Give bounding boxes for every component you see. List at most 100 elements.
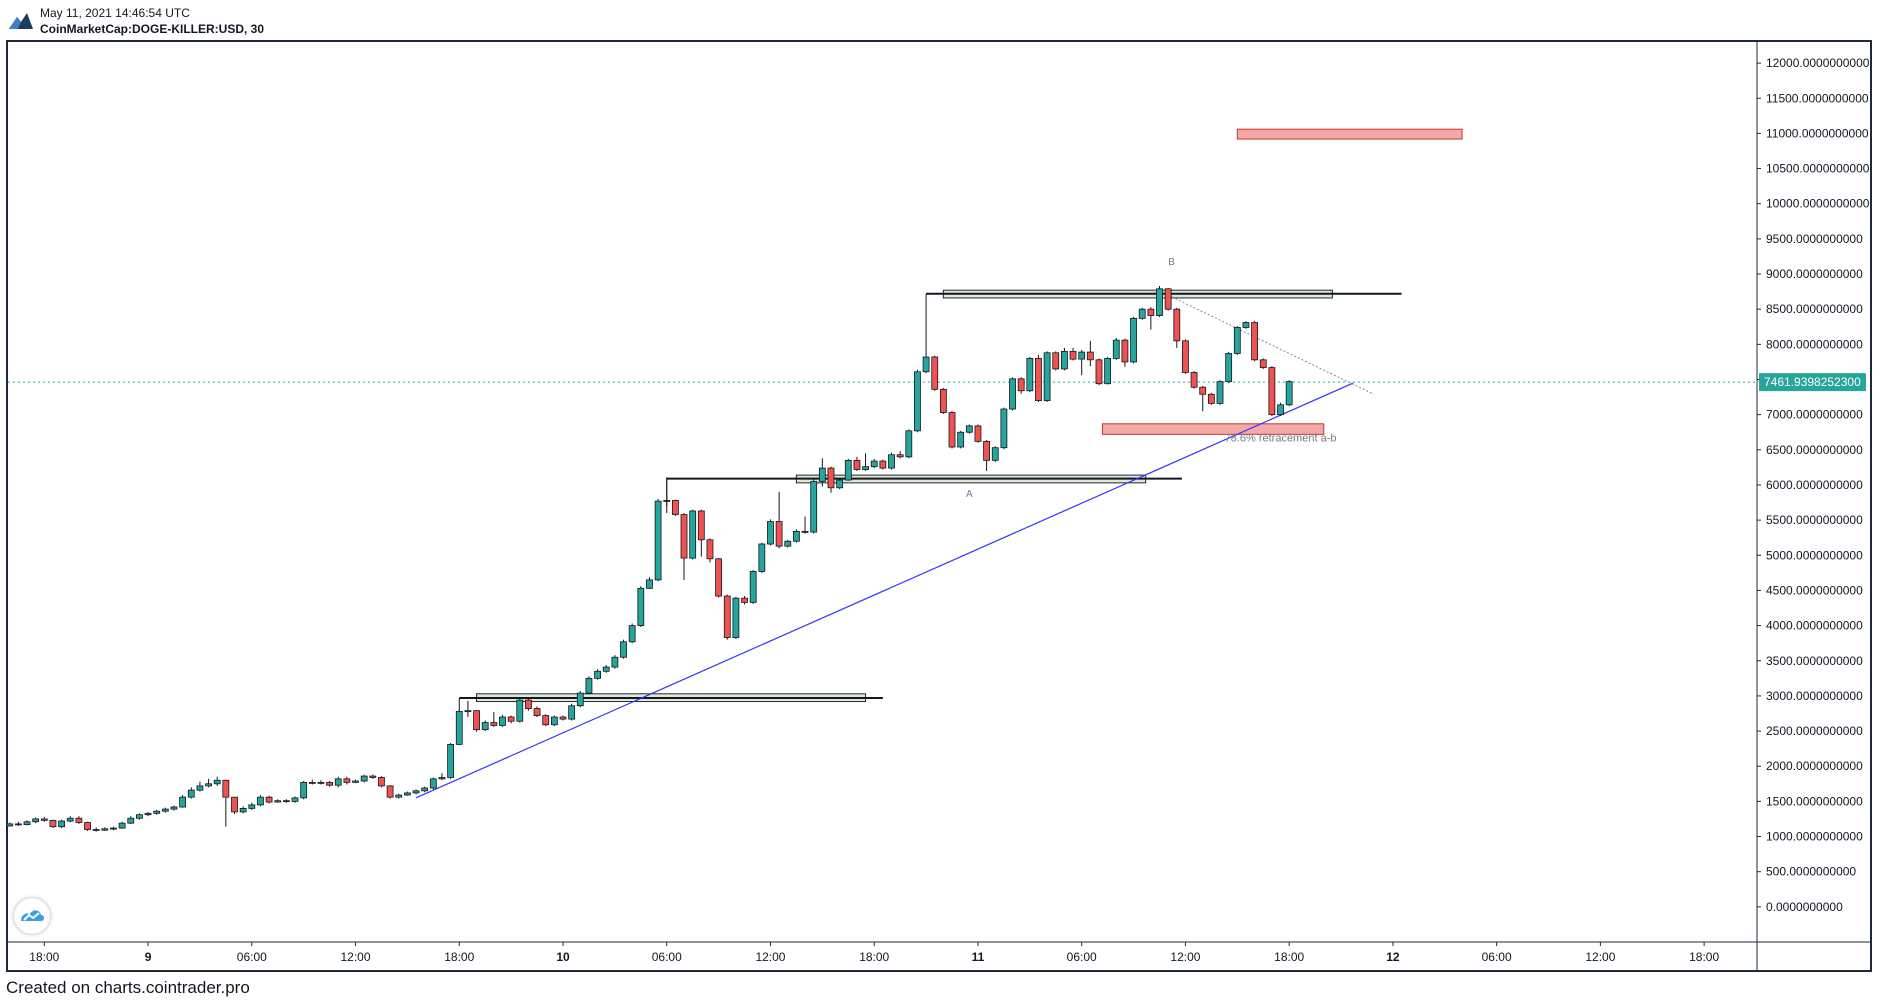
candle: [1000, 408, 1008, 449]
candle: [594, 670, 601, 679]
candle: [127, 817, 135, 824]
candle: [1043, 352, 1051, 401]
candle: [490, 722, 498, 726]
candle: [282, 800, 290, 803]
candle: [741, 597, 748, 603]
price-tick-label: 11000.0000000000: [1766, 126, 1869, 140]
target-zone: [1101, 423, 1325, 435]
candle: [101, 828, 109, 831]
time-tick-label: 11: [972, 950, 985, 964]
candle: [1156, 288, 1163, 316]
candle: [939, 388, 947, 413]
candle: [602, 666, 610, 672]
candle: [1147, 308, 1155, 316]
price-tick-label: 7000.0000000000: [1766, 408, 1863, 422]
price-tick-label: 12000.0000000000: [1766, 56, 1870, 70]
price-tick-label: 3500.0000000000: [1766, 654, 1863, 668]
candle: [1233, 327, 1241, 354]
candle: [1052, 352, 1060, 370]
price-tick-label: 9500.0000000000: [1766, 232, 1863, 246]
candle: [326, 781, 333, 786]
candle: [948, 412, 956, 448]
price-tick-label: 3000.0000000000: [1766, 689, 1863, 703]
candle: [386, 785, 394, 798]
price-tick-label: 5500.0000000000: [1766, 513, 1863, 527]
price-tick-label: 1000.0000000000: [1766, 830, 1863, 844]
candle: [914, 371, 921, 432]
candle: [274, 800, 282, 803]
candle: [706, 539, 714, 560]
chart-frame: [6, 40, 1872, 972]
candle: [525, 699, 532, 709]
candle: [153, 810, 161, 814]
candle: [222, 779, 230, 798]
candle: [412, 790, 420, 794]
candle: [844, 459, 852, 481]
candle: [1285, 381, 1293, 406]
candle: [749, 571, 757, 603]
candle: [308, 781, 316, 784]
time-tick-label: 06:00: [1067, 950, 1097, 964]
candle: [403, 792, 411, 796]
candle: [646, 579, 653, 589]
candle: [473, 710, 480, 731]
candle: [931, 356, 939, 390]
candle: [84, 822, 91, 830]
candle: [723, 595, 731, 638]
candle: [1112, 339, 1120, 359]
cointrader-watermark-icon[interactable]: [14, 898, 50, 934]
price-tick-label: 500.0000000000: [1766, 865, 1856, 879]
candle: [213, 779, 221, 785]
candle: [559, 716, 567, 720]
candle: [1242, 322, 1250, 328]
candle: [118, 822, 126, 829]
candle: [1035, 358, 1042, 401]
chart-header: May 11, 2021 14:46:54 UTC CoinMarketCap:…: [0, 0, 1878, 40]
candle: [161, 808, 169, 812]
candle: [455, 710, 463, 745]
candle: [862, 466, 869, 470]
candle: [957, 431, 965, 448]
last-price-badge: [1759, 373, 1866, 392]
candle: [836, 479, 844, 489]
candle: [585, 677, 593, 694]
candle: [136, 814, 143, 819]
price-tick-label: 6500.0000000000: [1766, 443, 1863, 457]
candle: [905, 430, 913, 458]
candle: [49, 819, 57, 828]
time-tick-label: 18:00: [444, 950, 474, 964]
candle: [170, 806, 178, 810]
candle: [1078, 351, 1086, 360]
cointrader-logo-icon: [9, 13, 33, 29]
annotation-label: B: [1168, 257, 1175, 268]
chart-symbol: CoinMarketCap:DOGE-KILLER:USD, 30: [40, 22, 265, 36]
trend-line: [415, 382, 1354, 799]
candle: [965, 425, 973, 433]
candle: [715, 558, 723, 597]
time-tick-label: 18:00: [1689, 950, 1719, 964]
candle: [196, 785, 204, 791]
candle: [40, 818, 48, 821]
price-tick-label: 10000.0000000000: [1766, 197, 1870, 211]
candle: [775, 521, 783, 547]
candle: [32, 818, 40, 823]
candle: [14, 823, 22, 826]
time-tick-label: 12:00: [1170, 950, 1200, 964]
candle: [507, 716, 515, 722]
price-tick-label: 4500.0000000000: [1766, 583, 1863, 597]
candle: [1130, 317, 1137, 363]
candle: [317, 781, 325, 784]
candle: [257, 796, 264, 806]
candle: [66, 817, 74, 822]
candle: [896, 454, 904, 458]
candle: [1182, 340, 1189, 373]
last-price-label: 7461.9398252300: [1764, 375, 1861, 389]
candle: [352, 780, 359, 783]
candle: [205, 783, 212, 787]
candle: [1009, 378, 1016, 410]
candle: [1277, 404, 1284, 416]
time-tick-label: 12:00: [341, 950, 371, 964]
time-tick-label: 18:00: [1274, 950, 1304, 964]
candle: [879, 460, 887, 469]
